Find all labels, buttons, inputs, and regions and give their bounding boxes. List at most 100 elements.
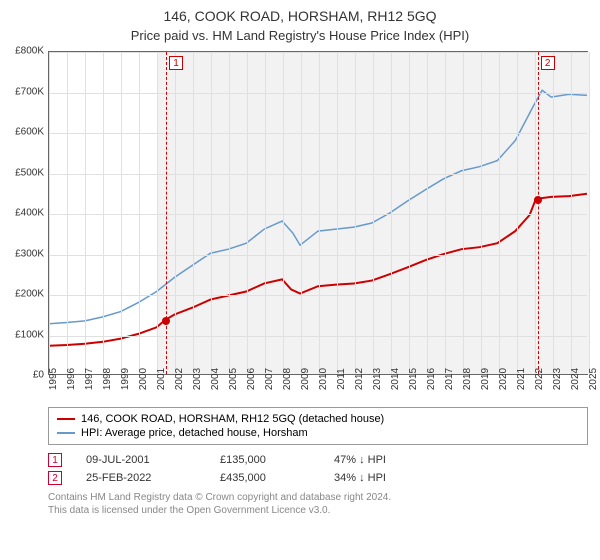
legend-row: 146, COOK ROAD, HORSHAM, RH12 5GQ (detac… xyxy=(57,412,579,426)
x-tick-label: 2019 xyxy=(480,368,491,390)
y-tick-label: £300K xyxy=(15,248,44,259)
sale-price: £135,000 xyxy=(220,454,310,466)
x-tick-label: 2016 xyxy=(426,368,437,390)
x-tick-label: 2017 xyxy=(444,368,455,390)
sale-date: 25-FEB-2022 xyxy=(86,472,196,484)
x-tick-label: 2009 xyxy=(300,368,311,390)
plot-area-wrap: £0£100K£200K£300K£400K£500K£600K£700K£80… xyxy=(0,51,600,401)
gridline-h xyxy=(49,336,587,337)
gridline-v xyxy=(49,52,50,374)
gridline-v xyxy=(337,52,338,374)
gridline-v xyxy=(211,52,212,374)
legend-swatch xyxy=(57,432,75,434)
x-tick-label: 2005 xyxy=(228,368,239,390)
gridline-h xyxy=(49,93,587,94)
x-tick-label: 1997 xyxy=(84,368,95,390)
sale-price: £435,000 xyxy=(220,472,310,484)
x-tick-label: 1999 xyxy=(120,368,131,390)
gridline-h xyxy=(49,295,587,296)
gridline-v xyxy=(193,52,194,374)
footer-line-2: This data is licensed under the Open Gov… xyxy=(48,504,588,517)
y-axis: £0£100K£200K£300K£400K£500K£600K£700K£80… xyxy=(0,51,48,375)
gridline-v xyxy=(481,52,482,374)
x-tick-label: 2011 xyxy=(336,368,347,390)
gridline-v xyxy=(463,52,464,374)
x-tick-label: 2012 xyxy=(354,368,365,390)
gridline-v xyxy=(355,52,356,374)
sale-badge: 1 xyxy=(48,453,62,467)
gridline-v xyxy=(265,52,266,374)
sale-point-1 xyxy=(162,317,170,325)
x-tick-label: 2014 xyxy=(390,368,401,390)
y-tick-label: £200K xyxy=(15,289,44,300)
gridline-v xyxy=(553,52,554,374)
gridline-v xyxy=(499,52,500,374)
footer: Contains HM Land Registry data © Crown c… xyxy=(48,491,588,517)
legend-label: 146, COOK ROAD, HORSHAM, RH12 5GQ (detac… xyxy=(81,413,384,425)
y-tick-label: £500K xyxy=(15,167,44,178)
sales-row: 1 09-JUL-2001 £135,000 47% ↓ HPI xyxy=(48,451,588,469)
y-tick-label: £0 xyxy=(33,370,44,381)
x-tick-label: 2022 xyxy=(534,368,545,390)
gridline-h xyxy=(49,214,587,215)
chart-title: 146, COOK ROAD, HORSHAM, RH12 5GQ xyxy=(0,0,600,24)
gridline-v xyxy=(535,52,536,374)
x-tick-label: 2010 xyxy=(318,368,329,390)
x-tick-label: 2025 xyxy=(588,368,599,390)
x-tick-label: 2024 xyxy=(570,368,581,390)
y-tick-label: £600K xyxy=(15,127,44,138)
x-tick-label: 2021 xyxy=(516,368,527,390)
series-property xyxy=(49,194,587,346)
x-tick-label: 2003 xyxy=(192,368,203,390)
y-tick-label: £400K xyxy=(15,208,44,219)
gridline-v xyxy=(139,52,140,374)
gridline-h xyxy=(49,52,587,53)
x-tick-label: 2004 xyxy=(210,368,221,390)
x-tick-label: 2006 xyxy=(246,368,257,390)
gridline-v xyxy=(283,52,284,374)
legend-label: HPI: Average price, detached house, Hors… xyxy=(81,427,308,439)
gridline-v xyxy=(157,52,158,374)
x-tick-label: 2023 xyxy=(552,368,563,390)
x-tick-label: 2008 xyxy=(282,368,293,390)
gridline-v xyxy=(391,52,392,374)
plot-area: 12 xyxy=(48,51,588,375)
sales-table: 1 09-JUL-2001 £135,000 47% ↓ HPI 2 25-FEB-202… xyxy=(48,451,588,487)
x-tick-label: 2013 xyxy=(372,368,383,390)
marker-label-2: 2 xyxy=(541,56,555,70)
x-tick-label: 1996 xyxy=(66,368,77,390)
gridline-h xyxy=(49,174,587,175)
gridline-v xyxy=(571,52,572,374)
sale-badge: 2 xyxy=(48,471,62,485)
marker-line-1 xyxy=(166,52,167,374)
x-tick-label: 1998 xyxy=(102,368,113,390)
gridline-v xyxy=(85,52,86,374)
sale-delta: 34% ↓ HPI xyxy=(334,472,454,484)
chart-subtitle: Price paid vs. HM Land Registry's House … xyxy=(0,24,600,51)
legend-swatch xyxy=(57,418,75,420)
legend-row: HPI: Average price, detached house, Hors… xyxy=(57,426,579,440)
y-tick-label: £100K xyxy=(15,329,44,340)
gridline-v xyxy=(319,52,320,374)
x-tick-label: 1995 xyxy=(48,368,59,390)
footer-line-1: Contains HM Land Registry data © Crown c… xyxy=(48,491,588,504)
gridline-v xyxy=(67,52,68,374)
x-tick-label: 2002 xyxy=(174,368,185,390)
legend: 146, COOK ROAD, HORSHAM, RH12 5GQ (detac… xyxy=(48,407,588,445)
gridline-v xyxy=(445,52,446,374)
gridline-v xyxy=(409,52,410,374)
gridline-v xyxy=(175,52,176,374)
line-chart-svg xyxy=(49,52,587,374)
y-tick-label: £700K xyxy=(15,86,44,97)
gridline-v xyxy=(103,52,104,374)
chart-container: 146, COOK ROAD, HORSHAM, RH12 5GQ Price … xyxy=(0,0,600,560)
sale-date: 09-JUL-2001 xyxy=(86,454,196,466)
gridline-v xyxy=(247,52,248,374)
gridline-h xyxy=(49,133,587,134)
gridline-v xyxy=(229,52,230,374)
sale-delta: 47% ↓ HPI xyxy=(334,454,454,466)
gridline-h xyxy=(49,255,587,256)
marker-label-1: 1 xyxy=(169,56,183,70)
y-tick-label: £800K xyxy=(15,46,44,57)
x-axis: 1995199619971998199920002001200220032004… xyxy=(48,375,588,401)
